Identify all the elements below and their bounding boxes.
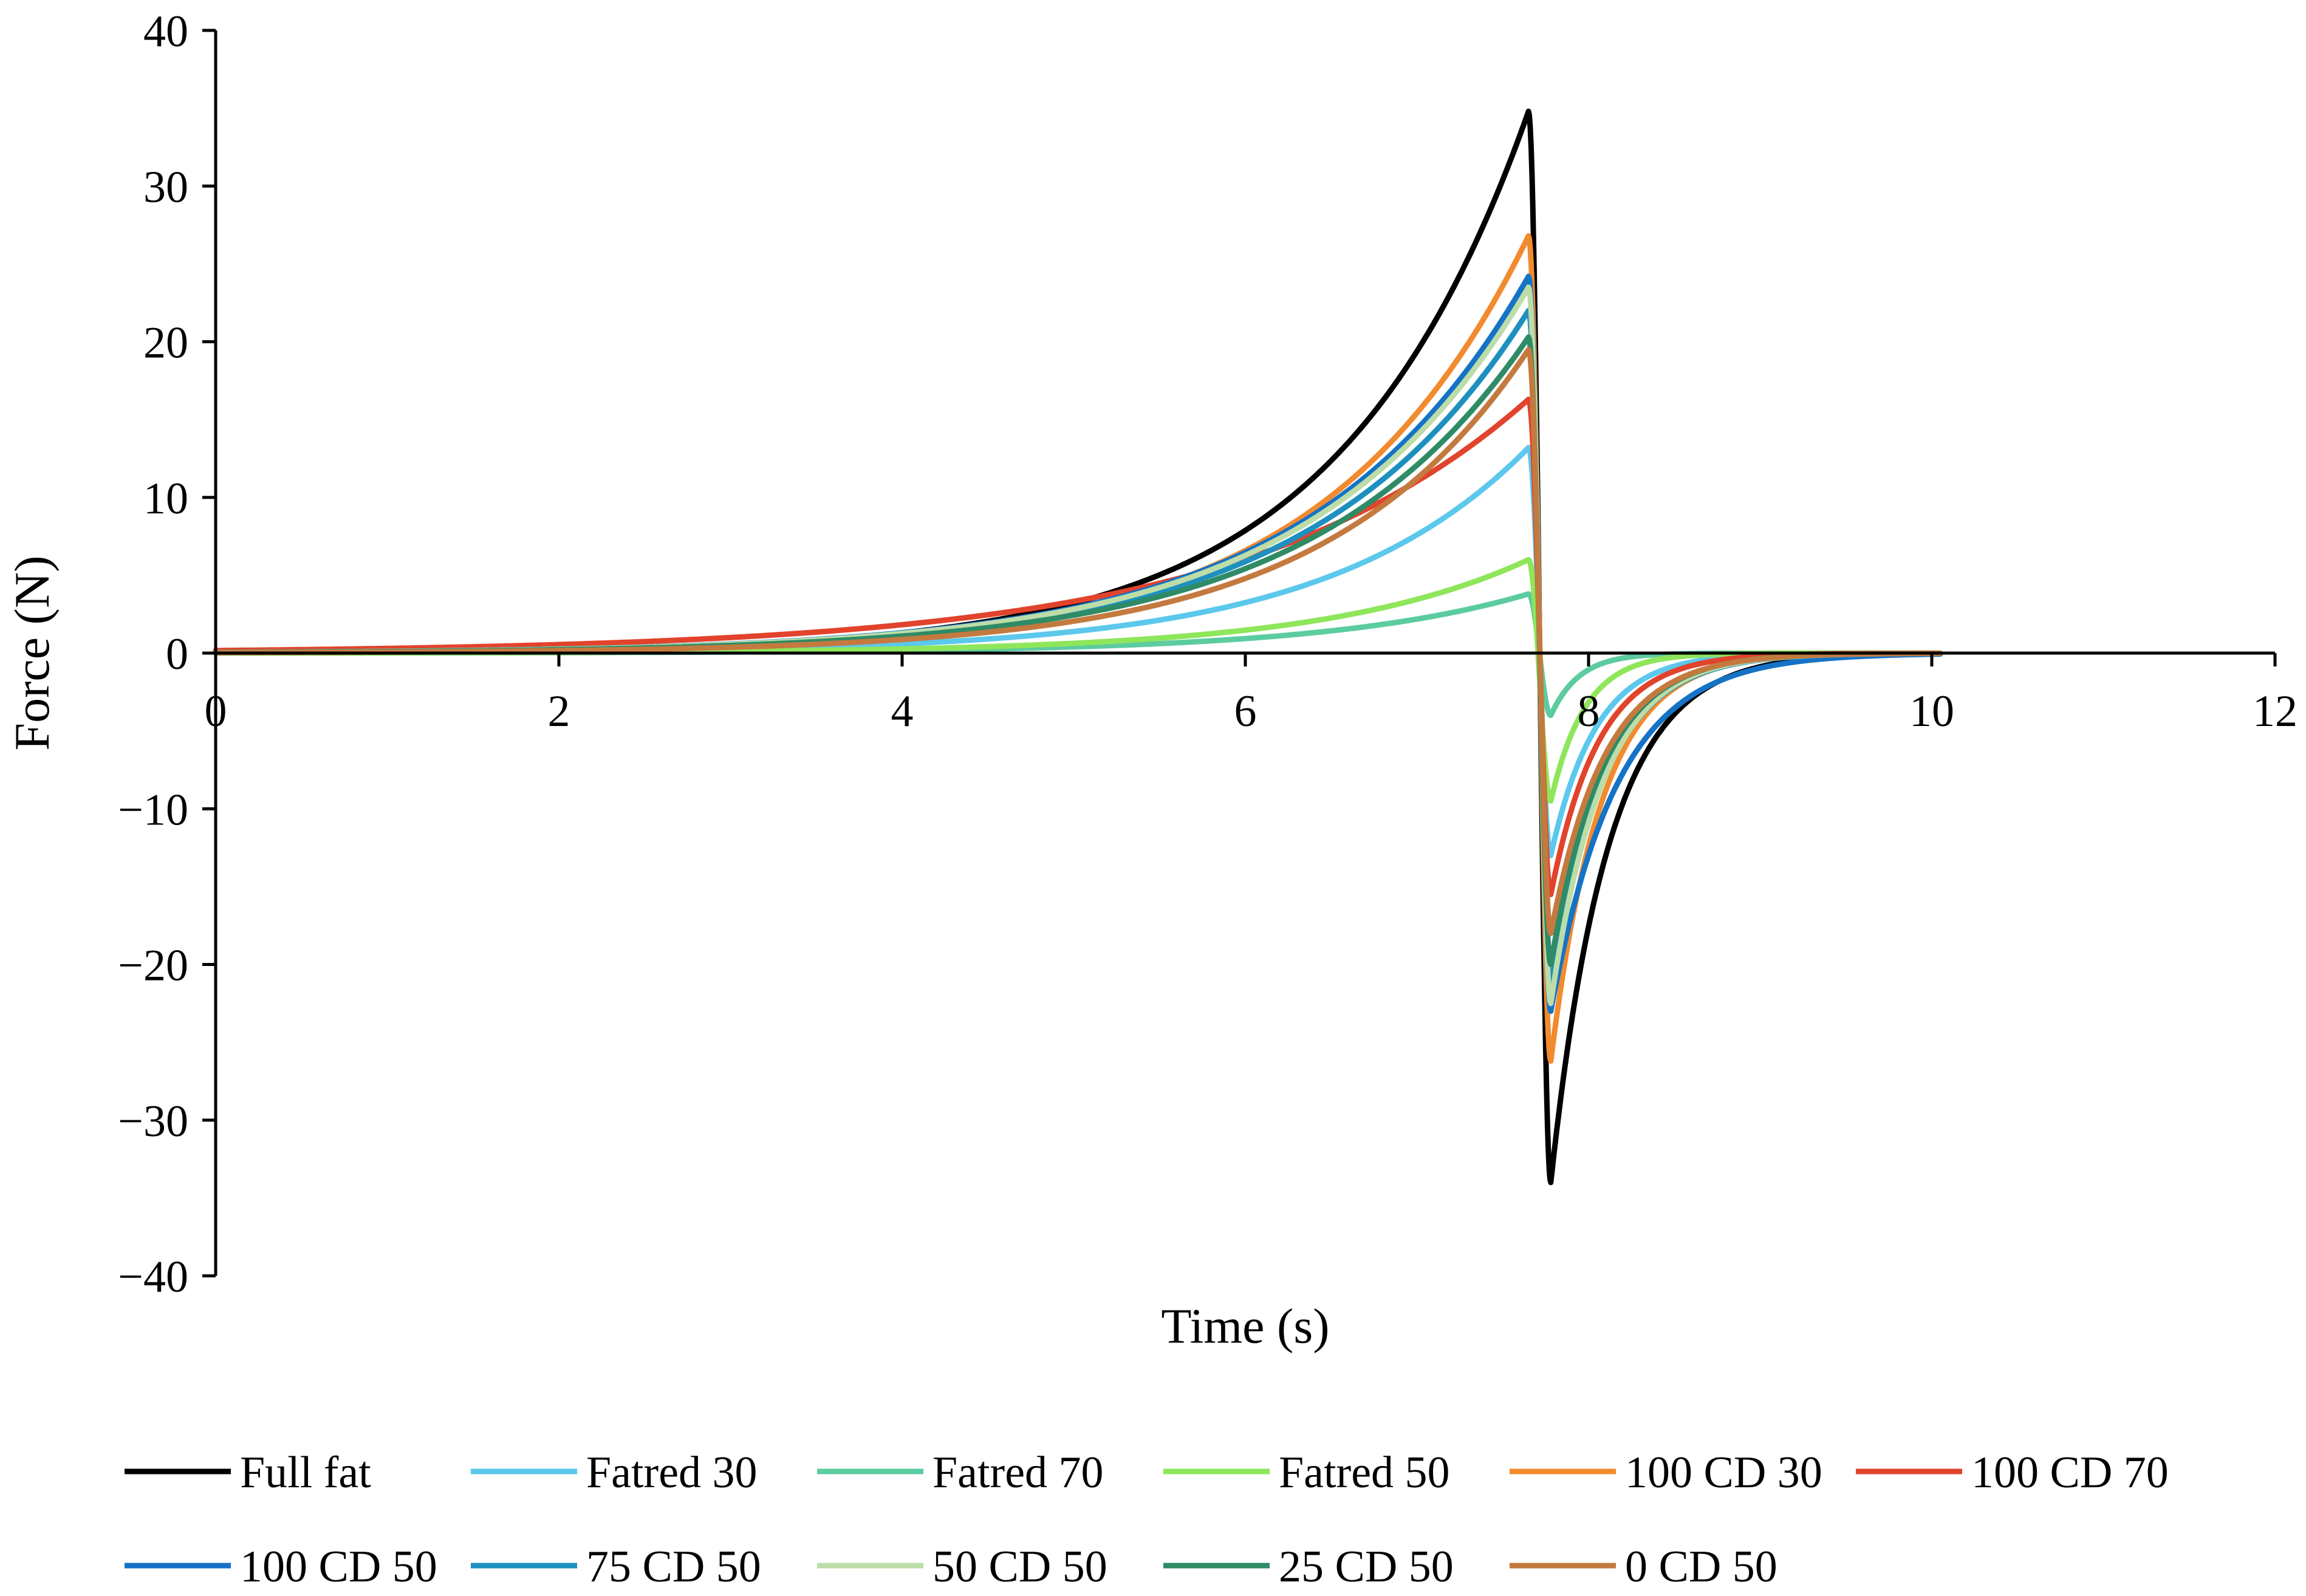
- series-line-10: [213, 346, 1943, 936]
- legend-label: Full fat: [240, 1448, 371, 1498]
- x-tick-label: 10: [1909, 687, 1954, 736]
- legend-label: Fatred 30: [586, 1448, 758, 1498]
- legend-label: 100 CD 30: [1625, 1448, 1822, 1498]
- y-tick-label: −10: [118, 785, 188, 835]
- x-tick-label: 0: [205, 687, 227, 736]
- legend: Full fat Fatred 30 Fatred 70 Fatred 50 100 C…: [125, 1448, 2169, 1592]
- y-axis-title: Force (N): [4, 555, 60, 750]
- y-tick-label: 20: [143, 318, 188, 368]
- legend-label: Fatred 50: [1279, 1448, 1450, 1498]
- legend-label: 75 CD 50: [586, 1542, 761, 1592]
- tick-labels: 40 30 20 10 0 −10 −20 −30 −40 0 2 4 6 8 10 12: [118, 7, 2297, 1302]
- series-line-5: [213, 396, 1943, 897]
- axes: [202, 29, 2277, 1278]
- y-tick-label: −30: [118, 1097, 188, 1146]
- legend-label: 100 CD 50: [240, 1542, 437, 1592]
- x-axis-title: Time (s): [1161, 1298, 1329, 1354]
- legend-label: 50 CD 50: [932, 1542, 1107, 1592]
- y-tick-label: 40: [143, 7, 188, 57]
- legend-label: 25 CD 50: [1279, 1542, 1454, 1592]
- x-tick-label: 6: [1234, 687, 1257, 736]
- x-tick-label: 8: [1578, 687, 1600, 736]
- y-tick-label: 30: [143, 162, 188, 212]
- y-tick-label: −20: [118, 941, 188, 991]
- x-tick-label: 12: [2253, 687, 2297, 736]
- x-tick-label: 2: [548, 687, 570, 736]
- x-tick-label: 4: [891, 687, 914, 736]
- legend-label: 100 CD 70: [1971, 1448, 2169, 1498]
- legend-label: 0 CD 50: [1625, 1542, 1777, 1592]
- y-tick-label: 10: [143, 474, 188, 524]
- legend-label: Fatred 70: [932, 1448, 1104, 1498]
- y-tick-label: 0: [166, 629, 188, 679]
- y-tick-label: −40: [118, 1252, 188, 1302]
